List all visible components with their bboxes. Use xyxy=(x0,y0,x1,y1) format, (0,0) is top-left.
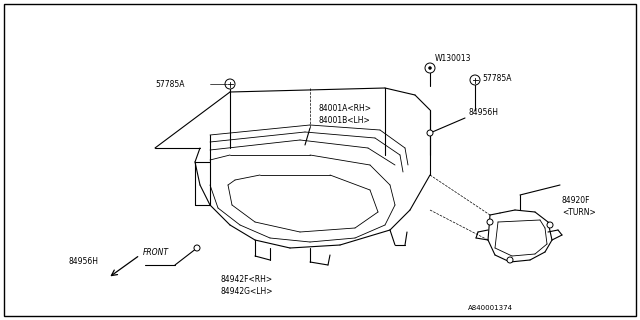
Circle shape xyxy=(547,222,553,228)
Circle shape xyxy=(194,245,200,251)
Text: W130013: W130013 xyxy=(435,53,472,62)
Circle shape xyxy=(507,257,513,263)
Text: 84001A<RH>: 84001A<RH> xyxy=(318,103,371,113)
Text: 57785A: 57785A xyxy=(155,79,184,89)
Circle shape xyxy=(427,130,433,136)
Text: 84942F<RH>: 84942F<RH> xyxy=(220,276,272,284)
Text: <TURN>: <TURN> xyxy=(562,207,596,217)
Text: A840001374: A840001374 xyxy=(468,305,513,311)
Text: 84956H: 84956H xyxy=(68,258,98,267)
Text: FRONT: FRONT xyxy=(143,247,169,257)
Text: 84001B<LH>: 84001B<LH> xyxy=(318,116,370,124)
Text: 84956H: 84956H xyxy=(468,108,498,116)
Text: 84942G<LH>: 84942G<LH> xyxy=(220,287,273,297)
Text: 84920F: 84920F xyxy=(562,196,591,204)
Text: 57785A: 57785A xyxy=(482,74,511,83)
Circle shape xyxy=(487,219,493,225)
Circle shape xyxy=(429,67,431,69)
